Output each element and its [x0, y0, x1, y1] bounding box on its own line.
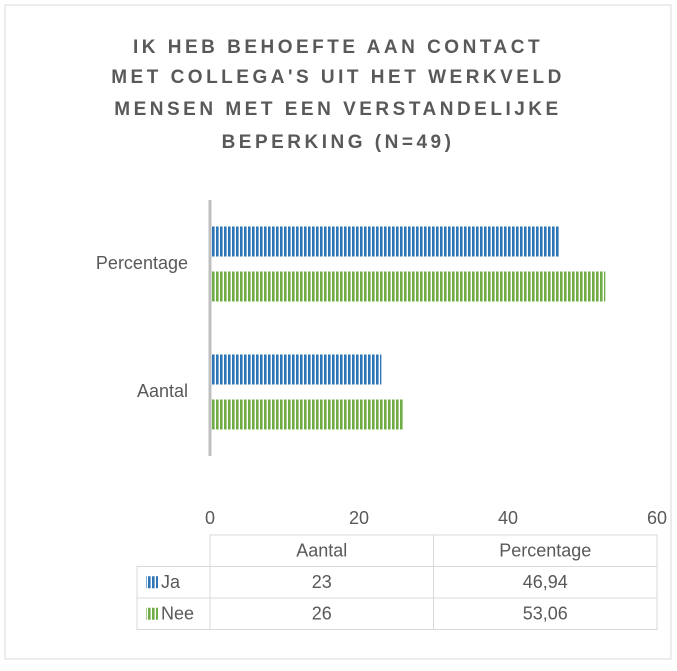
- y-tick-label: Aantal: [137, 381, 188, 401]
- chart-title: MENSEN MET EEN VERSTANDELIJKE: [114, 99, 561, 120]
- legend-swatch: [146, 576, 158, 589]
- x-tick-label: 0: [205, 508, 215, 528]
- table-value: 26: [312, 604, 332, 624]
- legend-label: Nee: [161, 604, 194, 624]
- table-header: Percentage: [499, 541, 591, 561]
- chart-title: IK HEB BEHOEFTE AAN CONTACT: [133, 37, 543, 58]
- x-tick-label: 20: [349, 508, 369, 528]
- table-cell: [433, 597, 658, 630]
- chart-title: BEPERKING (N=49): [222, 132, 455, 153]
- legend-swatch: [146, 607, 158, 620]
- chart-frame: [4, 4, 672, 660]
- chart-title: MET COLLEGA'S UIT HET WERKVELD: [111, 67, 565, 88]
- y-tick-label: Percentage: [96, 253, 188, 273]
- bar: [210, 226, 560, 257]
- legend-label: Ja: [161, 572, 181, 592]
- bar: [210, 354, 382, 385]
- x-tick-label: 60: [647, 508, 667, 528]
- bar: [210, 399, 404, 430]
- table-value: 53,06: [523, 604, 568, 624]
- x-tick-label: 40: [498, 508, 518, 528]
- table-value: 46,94: [523, 572, 568, 592]
- bar: [210, 271, 606, 302]
- table-header: Aantal: [296, 541, 347, 561]
- table-value: 23: [312, 572, 332, 592]
